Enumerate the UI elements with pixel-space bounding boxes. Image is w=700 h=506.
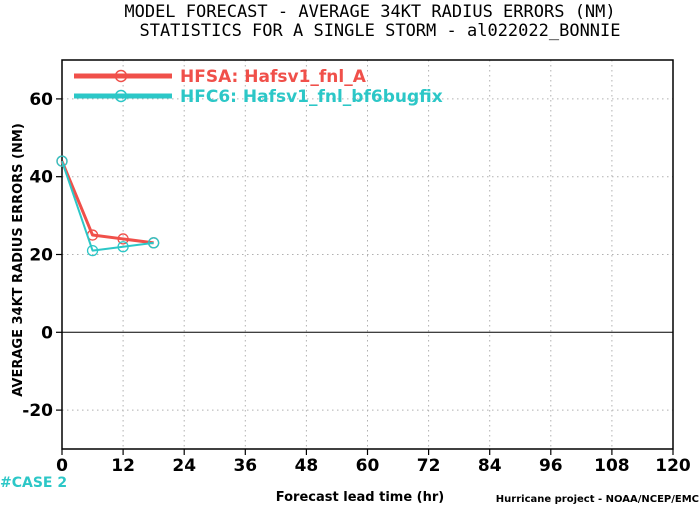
y-tick-label: 60 [29,90,53,110]
grid [62,60,673,449]
data-point [117,241,129,253]
legend-marker-hfsa [114,69,128,83]
legend: HFSA: Hafsv1_fnl_A HFC6: Hafsv1_fnl_bf6b… [74,67,443,107]
x-tick-label: 48 [295,456,319,476]
x-tick-label: 108 [594,456,630,476]
y-tick-label: 40 [29,168,53,188]
legend-label-hfc6: HFC6: Hafsv1_fnl_bf6bugfix [180,87,443,107]
legend-label-hfsa: HFSA: Hafsv1_fnl_A [180,67,367,87]
series-line-hfsa [60,160,154,245]
y-tick-label: 0 [41,323,53,343]
credit-text: Hurricane project - NOAA/NCEP/EMC [496,494,699,505]
series-layer [56,155,160,257]
case-count: #CASE 2 [0,475,67,491]
x-tick-label: 120 [655,456,691,476]
y-tick-label: 20 [29,246,53,266]
y-axis-ticks: -20 0 20 40 60 [22,90,62,421]
x-tick-label: 60 [356,456,380,476]
data-point [86,244,99,257]
x-tick-label: 96 [539,456,563,476]
x-tick-label: 36 [233,456,257,476]
series-line-hfc6 [61,160,154,252]
y-tick-label: -20 [22,401,53,421]
x-axis-ticks: 0 12 24 36 48 60 72 84 96 108 120 [56,449,691,476]
data-point [56,155,68,167]
chart-subtitle: STATISTICS FOR A SINGLE STORM - al022022… [139,21,620,41]
x-tick-label: 72 [417,456,441,476]
chart-title: MODEL FORECAST - AVERAGE 34KT RADIUS ERR… [124,2,615,22]
data-point [117,233,129,245]
x-tick-label: 24 [172,456,196,476]
data-point [147,237,160,249]
x-axis-label: Forecast lead time (hr) [276,490,444,505]
y-axis-label: AVERAGE 34KT RADIUS ERRORS (NM) [11,123,26,397]
legend-marker-hfc6 [114,89,128,103]
x-tick-label: 84 [478,456,502,476]
x-tick-label: 0 [56,456,68,476]
x-tick-label: 12 [111,456,135,476]
